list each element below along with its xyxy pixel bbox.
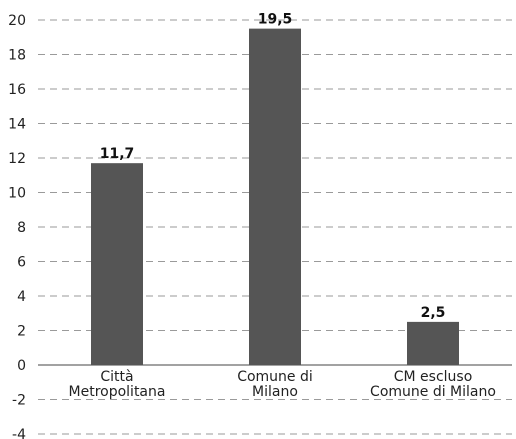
data-label: 19,5 xyxy=(258,12,293,28)
x-category-label: Comune di Milano xyxy=(237,369,313,400)
y-tick-label: -4 xyxy=(12,427,26,439)
bar xyxy=(91,163,143,365)
y-tick-label: 12 xyxy=(8,151,26,167)
y-tick-label: 10 xyxy=(8,186,26,202)
y-tick-label: 14 xyxy=(8,117,26,133)
y-tick-label: 0 xyxy=(17,358,26,374)
x-category-label: CM escluso Comune di Milano xyxy=(370,369,496,400)
bars xyxy=(91,28,459,365)
y-tick-label: 20 xyxy=(8,13,26,29)
bar xyxy=(407,321,459,365)
x-axis-categories: Città Metropolitana Comune di Milano CM escl… xyxy=(69,369,496,400)
y-tick-label: 16 xyxy=(8,82,26,98)
data-label: 2,5 xyxy=(421,305,446,321)
y-tick-label: 2 xyxy=(17,324,26,340)
x-category-label: Città Metropolitana xyxy=(69,369,166,400)
y-tick-label: -2 xyxy=(12,393,26,409)
y-tick-label: 8 xyxy=(17,220,26,236)
y-tick-label: 4 xyxy=(17,289,26,305)
data-label: 11,7 xyxy=(100,146,135,162)
y-tick-label: 6 xyxy=(17,255,26,271)
y-axis-ticks: -4 -2 0 2 4 6 8 10 12 14 16 18 20 xyxy=(8,13,26,439)
data-labels: 11,7 19,5 2,5 xyxy=(100,12,446,321)
bar xyxy=(249,28,301,365)
y-tick-label: 18 xyxy=(8,48,26,64)
